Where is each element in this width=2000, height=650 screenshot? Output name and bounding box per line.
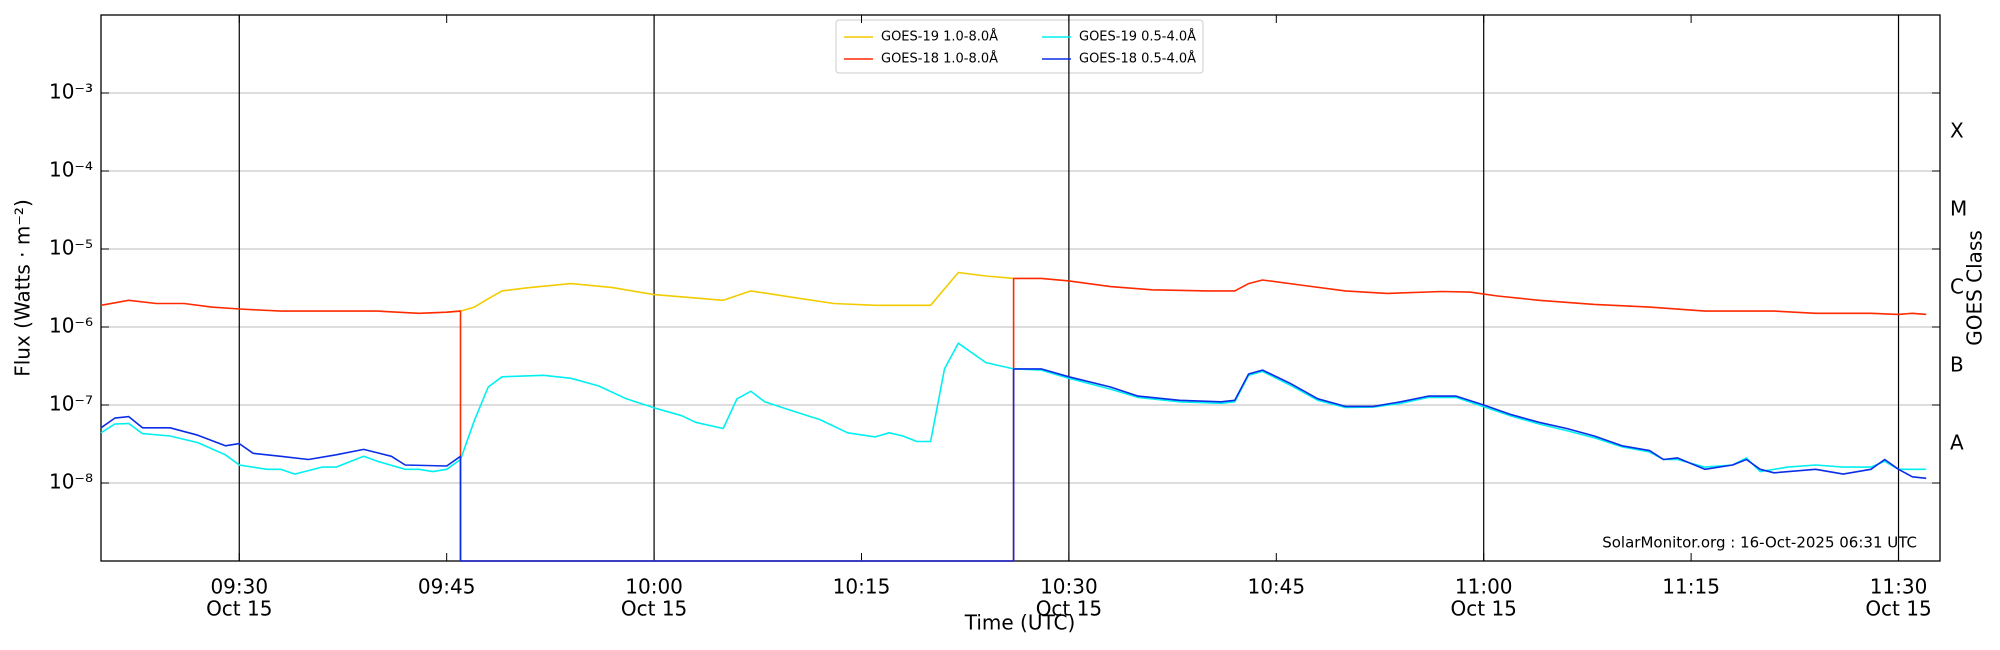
x-tick-label: 09:45 bbox=[418, 575, 476, 599]
x-tick-label: 10:45 bbox=[1247, 575, 1305, 599]
x-tick-label: 11:15 bbox=[1662, 575, 1720, 599]
x-tick-label: 10:15 bbox=[833, 575, 891, 599]
y-tick-label: 10⁻⁴ bbox=[49, 158, 93, 182]
series-line bbox=[100, 368, 1927, 562]
y-tick-label: 10⁻⁷ bbox=[49, 392, 93, 416]
y-axis-label: Flux (Watts · m⁻²) bbox=[11, 199, 35, 377]
y-tick-label: 10⁻⁸ bbox=[49, 470, 93, 494]
x-tick-label: 11:30 bbox=[1870, 575, 1928, 599]
x-tick-label: 09:30 bbox=[210, 575, 268, 599]
class-label: B bbox=[1950, 353, 1964, 377]
series-line bbox=[100, 342, 1927, 475]
annotation: SolarMonitor.org : 16-Oct-2025 06:31 UTC bbox=[1602, 534, 1917, 552]
legend-box bbox=[835, 19, 1204, 74]
legend-label: GOES-18 1.0-8.0Å bbox=[881, 51, 998, 67]
x-tick-label: 10:00 bbox=[625, 575, 683, 599]
legend-label: GOES-19 1.0-8.0Å bbox=[881, 29, 998, 45]
legend-label: GOES-19 0.5-4.0Å bbox=[1079, 29, 1196, 45]
class-label: X bbox=[1950, 119, 1964, 143]
y2-axis-label: GOES Class bbox=[1963, 230, 1987, 346]
class-label: M bbox=[1950, 197, 1967, 221]
x-tick-label: 11:00 bbox=[1455, 575, 1513, 599]
x-axis-label: Time (UTC) bbox=[964, 611, 1076, 635]
y-tick-label: 10⁻⁵ bbox=[49, 236, 93, 260]
y-tick-label: 10⁻⁶ bbox=[49, 314, 93, 338]
class-label: C bbox=[1950, 275, 1964, 299]
x-tick-date: Oct 15 bbox=[1865, 597, 1931, 621]
legend-label: GOES-18 0.5-4.0Å bbox=[1079, 51, 1196, 67]
x-tick-date: Oct 15 bbox=[621, 597, 687, 621]
y-tick-label: 10⁻³ bbox=[49, 80, 93, 104]
series-line bbox=[100, 277, 1927, 562]
x-tick-label: 10:30 bbox=[1040, 575, 1098, 599]
plot-frame bbox=[100, 14, 1941, 562]
series-line bbox=[446, 271, 1014, 313]
x-tick-date: Oct 15 bbox=[1036, 597, 1102, 621]
class-label: A bbox=[1950, 431, 1964, 455]
x-tick-date: Oct 15 bbox=[1451, 597, 1517, 621]
x-tick-date: Oct 15 bbox=[206, 597, 272, 621]
